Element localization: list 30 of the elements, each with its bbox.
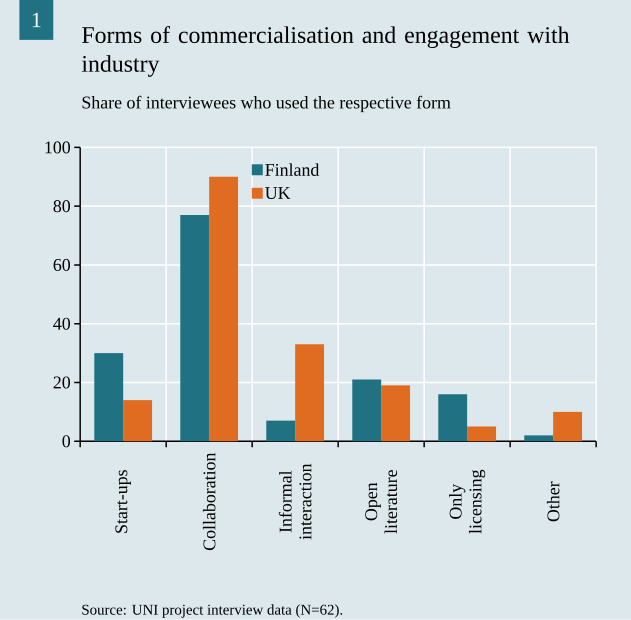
chart-title: Forms of commercialisation and engagement with industry — [82, 26, 570, 77]
bar — [467, 426, 496, 442]
bar — [180, 215, 210, 442]
x-tick-label: Informal interaction — [278, 464, 312, 540]
x-tick-label: Start-ups — [115, 470, 131, 533]
x-tick-label: Open literature — [365, 470, 398, 534]
x-tick-label: Only licensing — [449, 470, 486, 534]
bar — [381, 386, 410, 442]
bar — [352, 380, 382, 442]
y-tick-label: 40 — [53, 318, 70, 330]
bar — [438, 394, 468, 442]
bar — [94, 353, 124, 442]
bar — [553, 412, 582, 442]
bar — [209, 177, 238, 442]
bar — [266, 420, 296, 442]
legend-label: UK — [265, 187, 290, 200]
bar — [295, 344, 324, 442]
text: 1 — [32, 12, 40, 28]
y-tick-label: 80 — [54, 200, 70, 212]
source-note: Source: UNI project interview data (N=62). — [82, 604, 342, 618]
bar — [123, 400, 152, 442]
bar — [524, 436, 554, 442]
y-tick-label: 0 — [62, 435, 70, 448]
y-tick-label: 60 — [54, 259, 70, 272]
x-tick-label: Other — [546, 482, 560, 522]
chart-subtitle: Share of interviewees who used the respective form — [82, 96, 451, 112]
y-tick-label: 20 — [54, 376, 70, 389]
x-tick-label: Collaboration — [202, 453, 216, 550]
y-tick-label: 100 — [45, 142, 70, 154]
legend-label: Finland — [265, 164, 320, 176]
